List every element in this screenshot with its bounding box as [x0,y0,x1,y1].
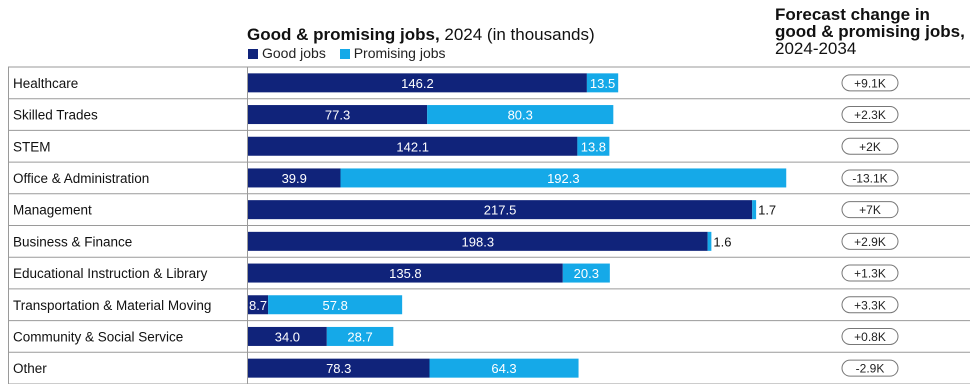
category-label: Healthcare [13,76,78,91]
category-label: Management [13,203,92,218]
bar-promising [752,200,757,220]
bar-good-label: 39.9 [282,171,307,186]
bar-promising-label: 20.3 [574,266,599,281]
bar-promising-label: 1.7 [758,203,776,218]
forecast-badge-label: +7K [859,203,881,217]
forecast-badge [841,327,899,345]
bar-promising [562,263,610,283]
forecast-badge [841,232,899,250]
legend-swatch-good [248,49,258,59]
forecast-badge-label: +2K [859,140,881,154]
category-label: Other [13,361,47,376]
bar-good-label: 78.3 [326,361,351,376]
category-label: Skilled Trades [13,108,98,123]
forecast-badge-label: +2.3K [854,108,886,122]
category-label: STEM [13,139,51,154]
bar-promising-label: 1.6 [713,234,731,249]
bar-promising [268,295,403,315]
bar-good [248,136,578,156]
forecast-badge [841,106,899,124]
bar-good-label: 217.5 [484,203,517,218]
bar-promising-label: 13.8 [581,139,606,154]
bar-good [248,295,269,315]
legend-item-promising: Promising jobs [339,45,446,61]
legend-item-good: Good jobs [248,45,326,61]
bar-good-label: 142.1 [396,139,429,154]
forecast-badge-label: +0.8K [854,330,886,344]
bar-good [248,231,708,251]
bar-promising-label: 80.3 [508,108,533,123]
forecast-title-line2: good & promising jobs, [775,22,965,41]
bar-good [248,358,430,378]
bar-good [248,326,327,346]
forecast-badge [841,296,899,314]
bar-promising [427,105,614,125]
forecast-title-line1: Forecast change in [775,5,930,24]
category-label: Office & Administration [13,171,149,186]
bar-good-label: 77.3 [325,108,350,123]
forecast-badge [841,169,899,187]
category-label: Transportation & Material Moving [13,298,211,313]
forecast-badge [841,74,899,92]
forecast-badge [841,264,899,282]
bar-promising [326,326,394,346]
bar-promising-label: 28.7 [347,329,372,344]
bar-promising-label: 192.3 [547,171,580,186]
forecast-badge [841,201,899,219]
bar-good-label: 34.0 [275,329,300,344]
bar-good [248,105,428,125]
bar-promising [586,73,619,93]
legend-label-good: Good jobs [262,45,326,61]
bar-promising-label: 13.5 [590,76,615,91]
bar-good [248,200,753,220]
bar-good-label: 8.7 [249,298,267,313]
forecast-badge-label: +1.3K [854,267,886,281]
bar-promising [429,358,579,378]
bar-promising [707,231,712,251]
forecast-badge-label: +2.9K [854,235,886,249]
bar-good-label: 198.3 [462,234,495,249]
forecast-badge-label: +9.1K [854,76,886,90]
legend: Good jobs Promising jobs [248,45,456,61]
legend-swatch-promising [339,49,350,59]
forecast-badge [841,137,899,155]
category-label: Educational Instruction & Library [13,266,208,281]
bar-promising-label: 57.8 [323,298,348,313]
bar-good [248,73,587,93]
bar-promising-label: 64.3 [491,361,516,376]
forecast-badge-label: -13.1K [852,171,887,185]
bar-good [248,263,563,283]
chart-title-bold: Good & promising jobs, [247,25,440,44]
forecast-badge [841,359,899,377]
chart-title-rest: 2024 (in thousands) [439,25,595,44]
bar-promising [577,136,610,156]
bar-good [248,168,341,188]
forecast-title-line3: 2024-2034 [775,39,857,58]
category-label: Community & Social Service [13,329,183,344]
category-label: Business & Finance [13,234,132,249]
bar-good-label: 135.8 [389,266,422,281]
legend-label-promising: Promising jobs [353,45,446,61]
forecast-title: Forecast change in good & promising jobs… [775,6,965,57]
forecast-badge-label: -2.9K [856,362,885,376]
forecast-badge-label: +3.3K [854,298,886,312]
chart-title: Good & promising jobs, 2024 (in thousand… [247,26,595,44]
bar-promising [340,168,787,188]
bar-good-label: 146.2 [401,76,434,91]
